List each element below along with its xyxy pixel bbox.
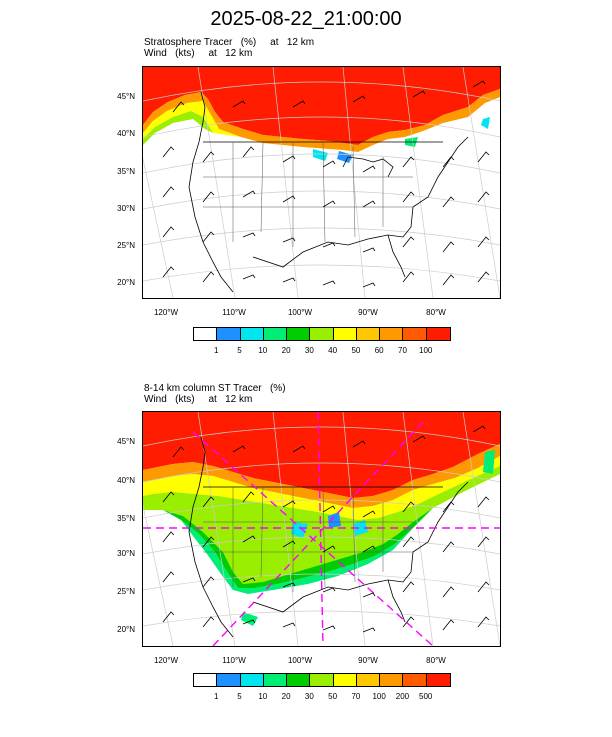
colorbar-label: 30: [304, 346, 314, 355]
panel1-lat-label: 40°N: [117, 129, 135, 138]
colorbar-swatch: [356, 328, 381, 340]
panel2-lat-label: 25°N: [117, 587, 135, 596]
colorbar-label: 500: [419, 692, 433, 701]
panel2-wind-label: Wind (kts) at 12 km: [144, 394, 253, 405]
panel2-wind-barbs: [162, 425, 490, 633]
colorbar-label: 1: [214, 346, 219, 355]
panel2-lat-label: 45°N: [117, 437, 135, 446]
colorbar-label: 60: [374, 346, 384, 355]
colorbar-swatch: [287, 674, 311, 686]
colorbar-swatch: [310, 328, 334, 340]
panel1-lat-label: 25°N: [117, 241, 135, 250]
colorbar-label: 30: [304, 692, 314, 701]
panel2-lon-label: 110°W: [222, 656, 246, 665]
panel1-lon-label: 90°W: [358, 308, 378, 317]
colorbar-label: 40: [328, 346, 338, 355]
panel1-graticule: [143, 67, 500, 298]
panel2-colorbar: [193, 673, 451, 687]
colorbar-swatch: [263, 674, 288, 686]
colorbar-swatch: [403, 674, 427, 686]
colorbar-swatch: [333, 674, 357, 686]
colorbar-label: 5: [237, 692, 242, 701]
panel2-lon-label: 90°W: [358, 656, 378, 665]
colorbar-swatch: [356, 674, 381, 686]
panel2-lat-label: 35°N: [117, 514, 135, 523]
panel1-lat-label: 45°N: [117, 92, 135, 101]
colorbar-label: 100: [372, 692, 386, 701]
panel1-map: [142, 66, 501, 299]
colorbar-swatch: [380, 674, 404, 686]
colorbar-swatch: [426, 328, 450, 340]
colorbar-label: 20: [281, 346, 291, 355]
panel1-wind-label: Wind (kts) at 12 km: [144, 48, 253, 59]
panel2-state-borders: [203, 486, 413, 592]
colorbar-swatch: [217, 674, 241, 686]
colorbar-label: 70: [351, 692, 361, 701]
panel2-lat-label: 20°N: [117, 625, 135, 634]
panel2-graticule: [143, 412, 500, 646]
panel2-map: [142, 411, 501, 647]
colorbar-swatch: [240, 328, 264, 340]
panel2-cross-section-lines: [143, 412, 500, 646]
colorbar-swatch: [380, 328, 404, 340]
panel1-lon-label: 80°W: [426, 308, 446, 317]
colorbar-swatch: [217, 328, 241, 340]
colorbar-label: 50: [328, 692, 338, 701]
panel2-field-label: 8-14 km column ST Tracer (%): [144, 383, 286, 394]
colorbar-label: 200: [395, 692, 410, 701]
colorbar-label: 100: [419, 346, 433, 355]
main-title: 2025-08-22_21:00:00: [210, 8, 402, 30]
colorbar-swatch: [194, 328, 218, 340]
panel2-tracer-field: [143, 412, 500, 498]
colorbar-swatch: [194, 674, 218, 686]
colorbar-label: 50: [351, 346, 361, 355]
panel1-lat-label: 30°N: [117, 204, 135, 213]
colorbar-swatch: [403, 328, 427, 340]
colorbar-swatch: [426, 674, 450, 686]
panel1-field-label: Stratosphere Tracer (%) at 12 km: [144, 37, 315, 48]
panel1-wind-barbs: [162, 80, 490, 288]
colorbar-swatch: [310, 674, 334, 686]
colorbar-swatch: [240, 674, 264, 686]
panel1-lon-label: 100°W: [287, 308, 313, 317]
panel2-lat-label: 40°N: [117, 476, 135, 485]
colorbar-label: 1: [214, 692, 219, 701]
panel1-lat-label: 35°N: [117, 167, 135, 176]
colorbar-swatch: [263, 328, 288, 340]
colorbar-label: 70: [398, 346, 407, 355]
panel1-lon-label: 120°W: [153, 308, 179, 317]
panel2-lon-label: 100°W: [287, 656, 313, 665]
panel1-colorbar: [193, 327, 451, 341]
colorbar-swatch: [333, 328, 357, 340]
panel1-lon-label: 110°W: [222, 308, 246, 317]
colorbar-swatch: [287, 328, 311, 340]
colorbar-label: 10: [258, 346, 268, 355]
colorbar-label: 5: [237, 346, 242, 355]
panel2-lon-label: 80°W: [426, 656, 446, 665]
panel1-lat-label: 20°N: [117, 278, 135, 287]
colorbar-label: 20: [281, 692, 291, 701]
panel1-state-borders: [203, 141, 413, 247]
panel2-lon-label: 120°W: [153, 656, 179, 665]
panel2-lat-label: 30°N: [117, 549, 135, 558]
colorbar-label: 10: [258, 692, 268, 701]
